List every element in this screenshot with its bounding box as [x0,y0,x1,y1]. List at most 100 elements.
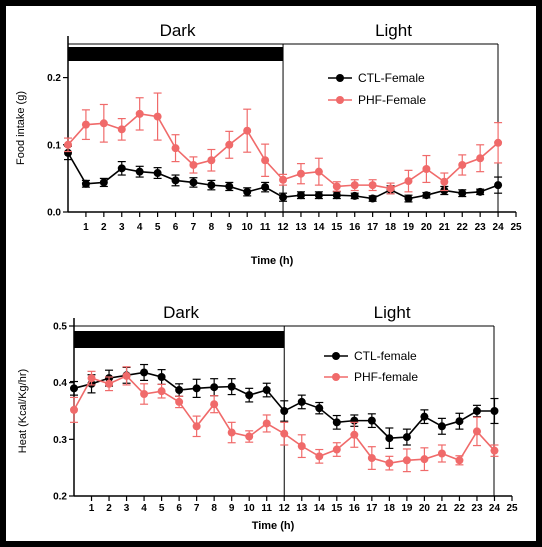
data-point [476,187,485,196]
x-tick-label: 4 [137,222,143,233]
x-tick-label: 10 [244,503,256,514]
data-point [117,164,126,173]
data-point [367,416,376,425]
data-point [455,417,464,426]
data-point [261,156,270,165]
x-axis-label: Time (h) [252,520,295,532]
x-tick-label: 15 [331,222,343,233]
data-point [262,419,271,428]
series-phf [64,92,503,195]
data-point [135,109,144,118]
data-point [315,452,324,461]
data-point [296,169,305,178]
x-tick-label: 4 [141,503,147,514]
data-point [245,432,254,441]
data-point [99,119,108,128]
x-tick-label: 16 [349,503,361,514]
y-tick-label: 0.0 [47,208,61,219]
y-tick-label: 0.3 [53,435,67,446]
x-tick-label: 18 [384,503,396,514]
data-point [70,405,78,414]
data-point [296,191,305,200]
data-point [315,404,324,413]
x-tick-label: 22 [457,222,469,233]
legend-marker [332,352,340,360]
x-tick-label: 8 [211,503,217,514]
x-tick-label: 20 [419,503,431,514]
x-tick-label: 5 [159,503,165,514]
data-point [175,397,184,406]
x-tick-label: 14 [314,503,326,514]
data-point [157,387,166,396]
data-point [227,428,236,437]
x-tick-label: 19 [403,222,415,233]
x-tick-label: 15 [331,503,343,514]
data-point [81,179,90,188]
data-point [297,397,306,406]
x-tick-label: 8 [209,222,215,233]
series-ctl [64,145,503,203]
data-point [437,449,446,458]
data-point [422,191,431,200]
x-tick-label: 24 [493,222,505,233]
data-point [207,181,216,190]
x-axis-label: Time (h) [251,255,294,267]
x-tick-label: 25 [506,503,518,514]
y-tick-label: 0.5 [53,322,67,333]
data-point [350,430,359,439]
x-tick-label: 2 [106,503,112,514]
data-point [472,407,481,415]
data-point [404,177,413,186]
x-tick-label: 7 [191,222,197,233]
data-point [368,181,377,190]
data-point [404,194,413,203]
data-point [261,183,270,192]
data-point [99,178,108,187]
x-tick-label: 11 [260,222,271,233]
data-point [490,446,499,455]
x-tick-label: 20 [421,222,433,233]
data-point [210,400,219,409]
data-point [225,140,234,149]
x-tick-label: 3 [124,503,130,514]
data-point [81,120,90,129]
data-point [280,407,289,415]
data-point [135,167,144,176]
data-point [422,164,431,173]
data-point [157,373,166,381]
x-tick-label: 9 [229,503,235,514]
x-tick-label: 5 [155,222,161,233]
data-point [140,390,149,398]
data-point [332,445,341,454]
x-tick-label: 17 [366,503,378,514]
x-tick-label: 25 [510,222,522,233]
phase-label-dark: Dark [163,303,199,322]
x-tick-label: 14 [313,222,325,233]
x-tick-label: 23 [471,503,483,514]
data-point [122,371,131,380]
y-tick-label: 0.2 [47,73,61,84]
x-tick-label: 11 [261,503,272,514]
data-point [458,189,467,198]
legend-label: PHF-female [354,370,418,384]
data-point [243,126,252,135]
data-point [153,169,162,178]
data-point [70,384,78,393]
data-point [332,418,341,427]
y-axis-label: Food intake (g) [15,91,27,165]
x-tick-label: 12 [279,503,291,514]
data-point [386,184,395,193]
x-tick-label: 1 [83,222,89,233]
data-point [402,433,411,442]
x-tick-label: 24 [489,503,501,514]
data-point [385,434,394,443]
data-point [192,422,201,431]
data-point [350,191,359,200]
x-tick-label: 21 [436,503,448,514]
x-tick-label: 16 [349,222,361,233]
data-point [171,176,180,185]
data-point [314,167,323,176]
data-point [332,182,341,191]
